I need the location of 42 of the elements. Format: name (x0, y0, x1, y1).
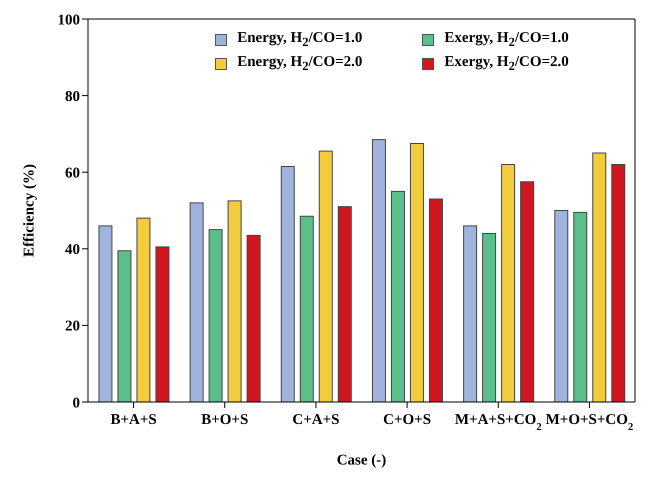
x-tick-label: M+O+S+CO$_{2}$ (546, 412, 634, 432)
y-tick-label: 60 (65, 166, 80, 182)
x-axis-title: Case (-) (336, 452, 386, 469)
bar (410, 142, 424, 402)
bar (611, 164, 626, 402)
y-tick-label: 20 (65, 318, 80, 335)
y-tick-label: 40 (65, 242, 80, 258)
legend-label: Exergy, H$_{2}$/CO=1.0 (444, 30, 569, 50)
bar (228, 200, 242, 402)
bar (463, 225, 478, 402)
y-axis-title: Efficiency (%) (21, 164, 38, 257)
bar (136, 218, 150, 402)
bar (98, 225, 112, 402)
bar (428, 198, 443, 402)
bar (155, 246, 170, 402)
x-tick-label: C+A+S (292, 412, 340, 428)
legend-label: Energy, H$_{2}$/CO=1.0 (237, 30, 362, 50)
bar (592, 152, 606, 402)
bar (190, 202, 204, 402)
legend-label: Energy, H$_{2}$/CO=2.0 (237, 54, 362, 74)
bar (280, 166, 295, 402)
bar (372, 139, 386, 402)
y-tick-label: 0 (72, 395, 80, 412)
bar (520, 181, 534, 402)
bar (554, 210, 568, 402)
bar (501, 164, 516, 402)
y-tick-label: 80 (65, 88, 80, 105)
bar (117, 250, 132, 402)
x-tick-label: C+O+S (383, 412, 432, 428)
y-tick-label: 100 (58, 12, 80, 28)
legend-label: Exergy, H$_{2}$/CO=2.0 (444, 54, 569, 74)
bar (338, 206, 352, 402)
x-tick-label: M+A+S+CO$_{2}$ (454, 412, 542, 432)
bar (246, 234, 261, 402)
bar (482, 232, 496, 402)
bar (300, 216, 314, 402)
x-tick-label: B+O+S (201, 412, 248, 428)
bar (390, 190, 405, 402)
bar (573, 212, 588, 402)
x-tick-label: B+A+S (110, 412, 157, 428)
bar (318, 150, 333, 402)
bar (208, 229, 223, 402)
